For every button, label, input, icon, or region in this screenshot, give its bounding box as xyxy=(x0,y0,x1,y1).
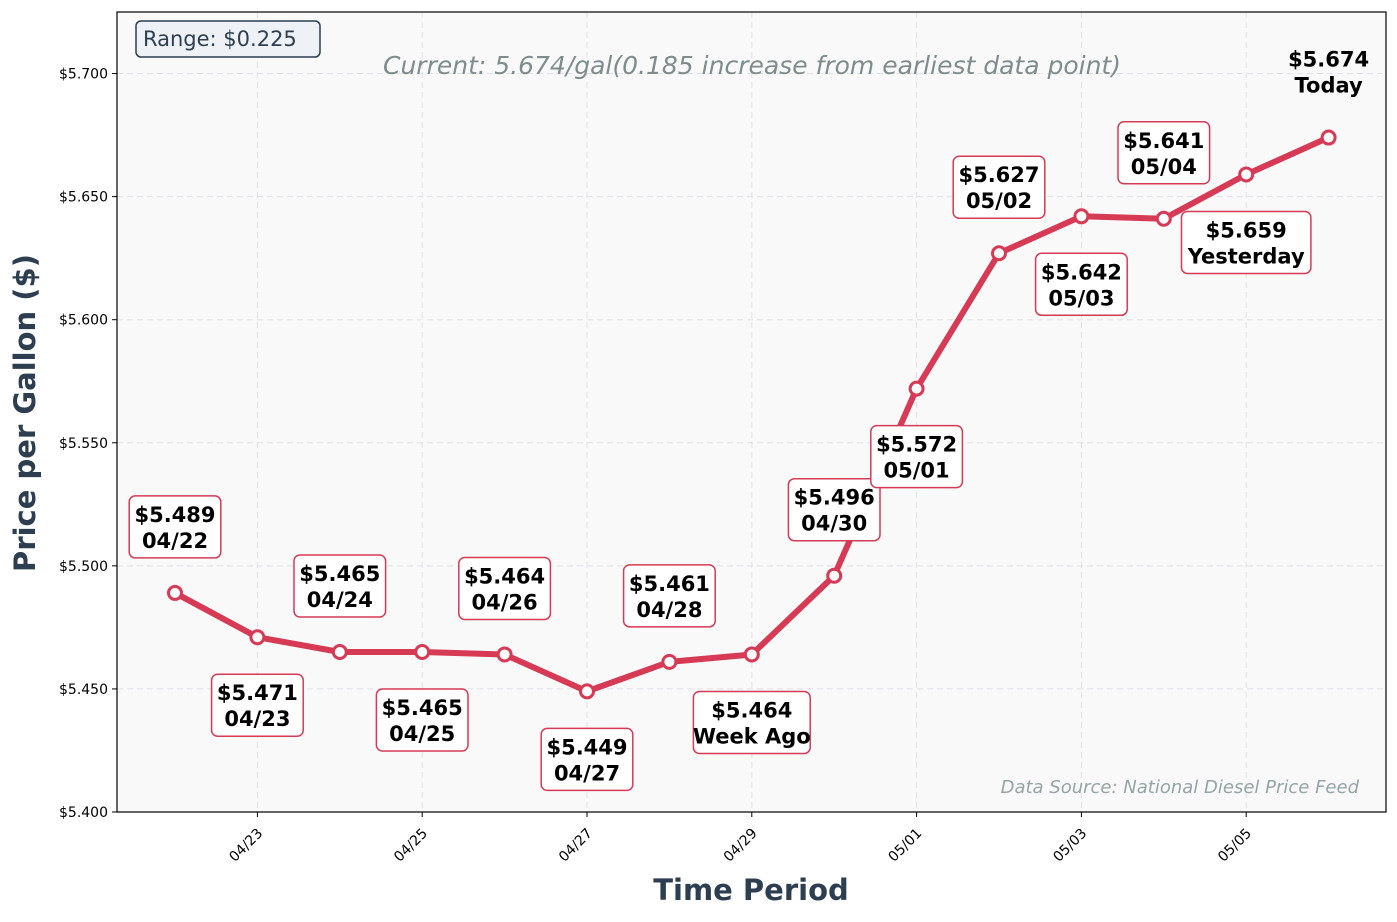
point-label-tag: 05/01 xyxy=(884,459,950,483)
data-point xyxy=(331,644,348,660)
x-axis-title: Time Period xyxy=(653,873,849,907)
point-label-box xyxy=(622,564,716,628)
point-label-box xyxy=(1180,210,1312,275)
point-label-tag: 04/30 xyxy=(801,512,867,536)
point-label-box xyxy=(1117,121,1211,185)
point-label-box xyxy=(210,673,304,737)
point-label-tag: 04/28 xyxy=(636,598,702,622)
x-tick-label: 05/01 xyxy=(886,826,926,866)
point-label-box xyxy=(128,495,222,559)
data-point xyxy=(1155,210,1172,227)
data-point xyxy=(579,683,595,700)
point-label-box xyxy=(692,690,811,755)
point-label-tag: 04/27 xyxy=(554,761,620,785)
range-box: Range: $0.225 xyxy=(135,20,321,58)
y-tick-label: $5.550 xyxy=(59,436,108,452)
data-point xyxy=(908,380,925,397)
point-label-tag: 04/26 xyxy=(472,590,538,614)
point-label-price: $5.641 xyxy=(1123,129,1204,153)
x-tick-label: 04/29 xyxy=(721,826,761,866)
point-label-tag: 05/02 xyxy=(966,189,1032,213)
data-point xyxy=(991,245,1007,262)
data-point xyxy=(167,584,183,601)
chart-subtitle: Current: 5.674/gal(0.185 increase from e… xyxy=(383,51,1121,80)
point-label-box xyxy=(375,688,469,752)
point-label-price: $5.489 xyxy=(134,503,215,527)
point-label-price: $5.461 xyxy=(629,572,710,596)
point-label-box xyxy=(870,424,964,489)
y-tick-label: $5.400 xyxy=(59,805,108,821)
point-label-tag: 04/24 xyxy=(307,588,373,612)
point-label-tag: 05/04 xyxy=(1131,155,1197,179)
data-points xyxy=(167,129,1337,700)
point-label-tag: 04/22 xyxy=(142,529,208,553)
point-label-box xyxy=(293,554,387,618)
y-axis-title: Price per Gallon ($) xyxy=(8,254,42,572)
point-label-box xyxy=(458,556,552,621)
point-label-price: $5.642 xyxy=(1041,260,1122,284)
data-point xyxy=(1320,129,1337,146)
y-tick-label: $5.450 xyxy=(59,682,108,698)
point-label-price: $5.465 xyxy=(382,696,463,720)
point-label-tag: 05/03 xyxy=(1048,286,1114,310)
data-point xyxy=(496,646,513,663)
point-label-price: $5.471 xyxy=(217,681,298,705)
point-label-tag: Yesterday xyxy=(1187,244,1305,268)
x-tick-label: 05/05 xyxy=(1215,826,1255,866)
data-point xyxy=(414,644,431,660)
data-point xyxy=(661,653,678,670)
y-tick-label: $5.650 xyxy=(59,190,108,206)
point-label-price: $5.496 xyxy=(794,486,875,510)
point-label-price: $5.674 xyxy=(1288,48,1369,72)
point-label-tag: 04/23 xyxy=(224,707,290,731)
y-tick-label: $5.700 xyxy=(59,67,108,83)
x-tick-label: 04/27 xyxy=(556,826,596,866)
point-label-price: $5.627 xyxy=(958,163,1039,187)
point-label-box xyxy=(952,155,1046,219)
x-tick-label: 05/03 xyxy=(1050,826,1090,866)
point-label-price: $5.465 xyxy=(299,562,380,586)
point-label-price: $5.659 xyxy=(1206,218,1287,242)
point-label-box xyxy=(540,727,634,792)
point-label-tag: 04/25 xyxy=(389,722,455,746)
point-label-box xyxy=(787,477,881,542)
y-tick-label: $5.500 xyxy=(59,559,108,575)
data-source-note: Data Source: National Diesel Price Feed xyxy=(1001,777,1360,798)
point-label-price: $5.464 xyxy=(464,564,545,588)
range-text: Range: $0.225 xyxy=(143,27,297,51)
data-point xyxy=(249,629,266,646)
point-labels: $5.48904/22$5.47104/23$5.46504/24$5.4650… xyxy=(128,48,1369,792)
data-point xyxy=(826,567,843,584)
point-label-price: $5.449 xyxy=(546,735,627,759)
x-tick-label: 04/25 xyxy=(391,826,431,866)
data-point xyxy=(1238,166,1255,183)
data-point xyxy=(1073,208,1090,225)
point-label-tag: Week Ago xyxy=(693,724,811,748)
point-label-price: $5.572 xyxy=(876,433,957,457)
point-label-box xyxy=(1034,252,1128,317)
data-point xyxy=(743,646,760,663)
point-label-tag: Today xyxy=(1294,74,1363,98)
y-tick-label: $5.600 xyxy=(59,313,108,329)
x-tick-label: 04/23 xyxy=(226,826,266,866)
point-label-price: $5.464 xyxy=(711,698,792,722)
axes-frame xyxy=(116,11,1387,813)
